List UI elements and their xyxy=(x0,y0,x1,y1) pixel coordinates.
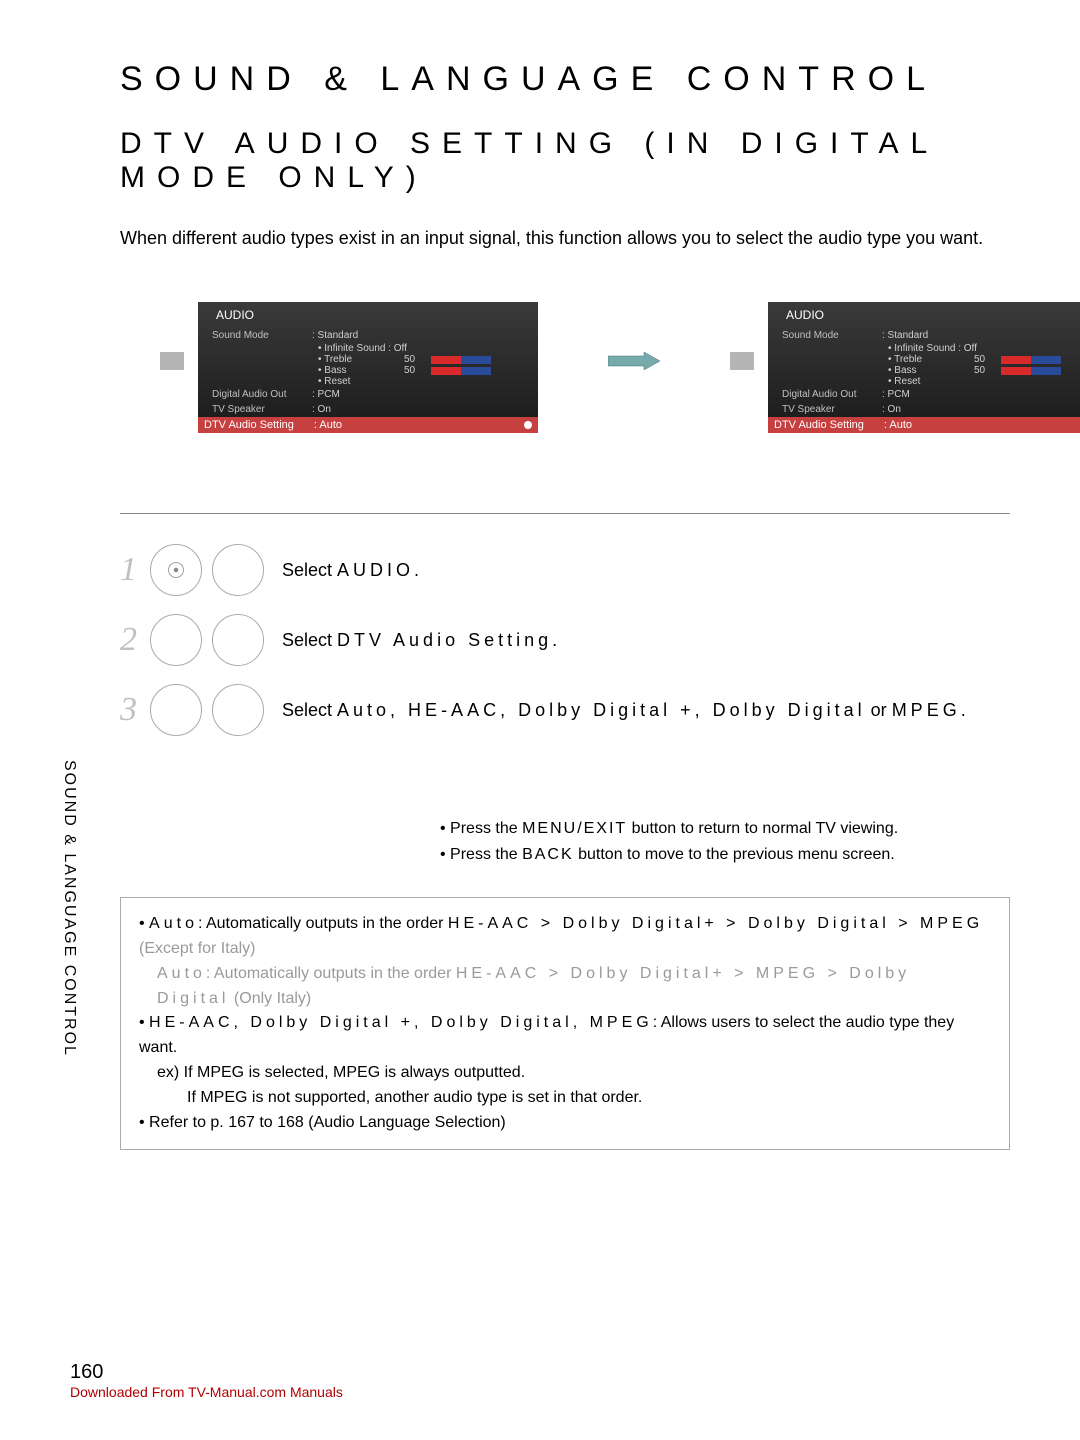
step-1: 1 Select AUDIO. xyxy=(120,544,1010,596)
steps-list: 1 Select AUDIO. 2 Select DTV Audio Setti… xyxy=(120,544,1010,736)
move-icon xyxy=(730,352,754,370)
divider xyxy=(120,513,1010,514)
page-number: 160 xyxy=(70,1361,343,1384)
osd-illustration: AUDIO Sound Mode: Standard • Infinite So… xyxy=(160,302,1010,433)
step-3: 3 Select Auto, HE-AAC, Dolby Digital +, … xyxy=(120,684,1010,736)
osd-title: AUDIO xyxy=(198,302,538,328)
move-icon xyxy=(160,352,184,370)
page-title: SOUND & LANGUAGE CONTROL xyxy=(120,60,1010,99)
footer-notes: • Press the MENU/EXIT button to return t… xyxy=(120,816,1010,867)
intro-text: When different audio types exist in an i… xyxy=(120,225,1000,252)
info-box: • Auto: Automatically outputs in the ord… xyxy=(120,897,1010,1150)
step-2: 2 Select DTV Audio Setting. xyxy=(120,614,1010,666)
download-source-line: Downloaded From TV-Manual.com Manuals xyxy=(70,1384,343,1400)
dpad-icon xyxy=(167,561,185,579)
osd-highlight-row: DTV Audio Setting: Auto xyxy=(198,417,538,433)
osd-panel-left: AUDIO Sound Mode: Standard • Infinite So… xyxy=(198,302,538,433)
section-title: DTV AUDIO SETTING (IN DIGITAL MODE ONLY) xyxy=(120,127,1010,195)
arrow-icon xyxy=(608,352,660,433)
osd-panel-right: AUDIO Sound Mode: Standard • Infinite So… xyxy=(768,302,1080,433)
side-section-label: SOUND & LANGUAGE CONTROL xyxy=(60,760,78,1057)
